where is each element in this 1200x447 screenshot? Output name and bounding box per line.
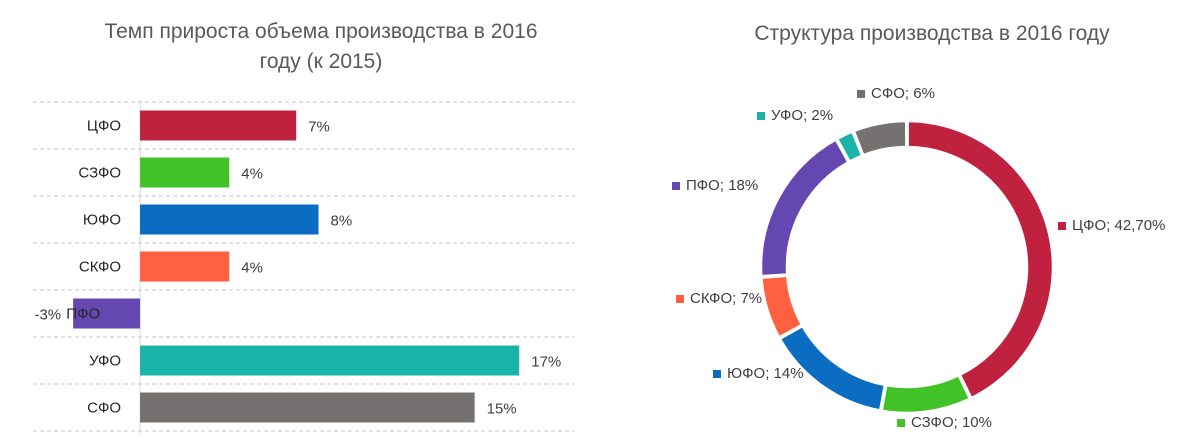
donut-chart-title: Структура производства в 2016 году [754, 22, 1110, 45]
growth-bar-chart: Темп прироста объема производства в 2016… [33, 20, 575, 433]
value-label-уфо: 17% [531, 354, 561, 371]
donut-label-цфо: ЦФО; 42,70% [1072, 217, 1165, 234]
category-label-цфо: ЦФО [87, 118, 121, 135]
value-label-цфо: 7% [308, 119, 330, 136]
donut-label-юфо: ЮФО; 14% [727, 365, 804, 382]
value-label-пфо: -3% [34, 307, 61, 324]
donut-slice-уфо [835, 129, 864, 164]
value-label-сзфо: 4% [241, 166, 263, 183]
bar-цфо [140, 110, 297, 141]
bar-сфо [140, 392, 475, 423]
bar-юфо [140, 204, 319, 235]
category-label-сзфо: СЗФО [78, 165, 121, 182]
bar-chart-title-line1: Темп прироста объема производства в 2016 [104, 20, 537, 43]
category-label-скфо: СКФО [79, 259, 121, 276]
donut-slice-пфо [759, 137, 851, 278]
legend-marker-цфо [1058, 222, 1066, 230]
bar-сзфо [140, 157, 230, 188]
donut-slice-скфо [760, 274, 804, 340]
donut-label-сзфо: СЗФО; 10% [911, 414, 992, 431]
structure-donut-chart: Структура производства в 2016 году ЦФО; … [672, 22, 1165, 431]
donut-label-скфо: СКФО; 7% [690, 290, 762, 307]
donut-slice-сзфо [880, 373, 972, 415]
category-label-юфо: ЮФО [83, 212, 121, 229]
donut-labels: ЦФО; 42,70% СЗФО; 10% ЮФО; 14% СКФО; 7% ПФО;… [672, 85, 1165, 431]
category-label-пфо: ПФО [66, 306, 100, 323]
legend-marker-уфо [757, 112, 765, 120]
value-label-сфо: 15% [487, 401, 517, 418]
bar-пфо [73, 298, 141, 329]
legend-marker-сфо [857, 90, 865, 98]
donut-label-сфо: СФО; 6% [871, 85, 935, 102]
legend-marker-скфо [676, 295, 684, 303]
bar-chart-marks: ЦФО 7% СЗФО 4% ЮФО 8% СКФО 4% ПФО -3% УФО 17% СФО 15% [34, 110, 561, 423]
bar-скфо [140, 251, 230, 282]
donut-label-уфо: УФО; 2% [771, 107, 833, 124]
bar-уфо [140, 345, 520, 376]
donut-slice-юфо [778, 324, 887, 412]
category-label-сфо: СФО [87, 400, 121, 417]
value-label-юфо: 8% [330, 213, 352, 230]
donut-label-пфо: ПФО; 18% [686, 177, 758, 194]
legend-marker-юфо [713, 370, 721, 378]
donut-slice-сфо [852, 119, 908, 157]
legend-marker-пфо [672, 182, 680, 190]
donut-slices [759, 119, 1055, 415]
legend-marker-сзфо [897, 419, 905, 427]
category-label-уфо: УФО [89, 353, 121, 370]
value-label-скфо: 4% [241, 260, 263, 277]
bar-chart-title-line2: году (к 2015) [260, 50, 383, 73]
donut-slice-цфо [906, 119, 1055, 400]
